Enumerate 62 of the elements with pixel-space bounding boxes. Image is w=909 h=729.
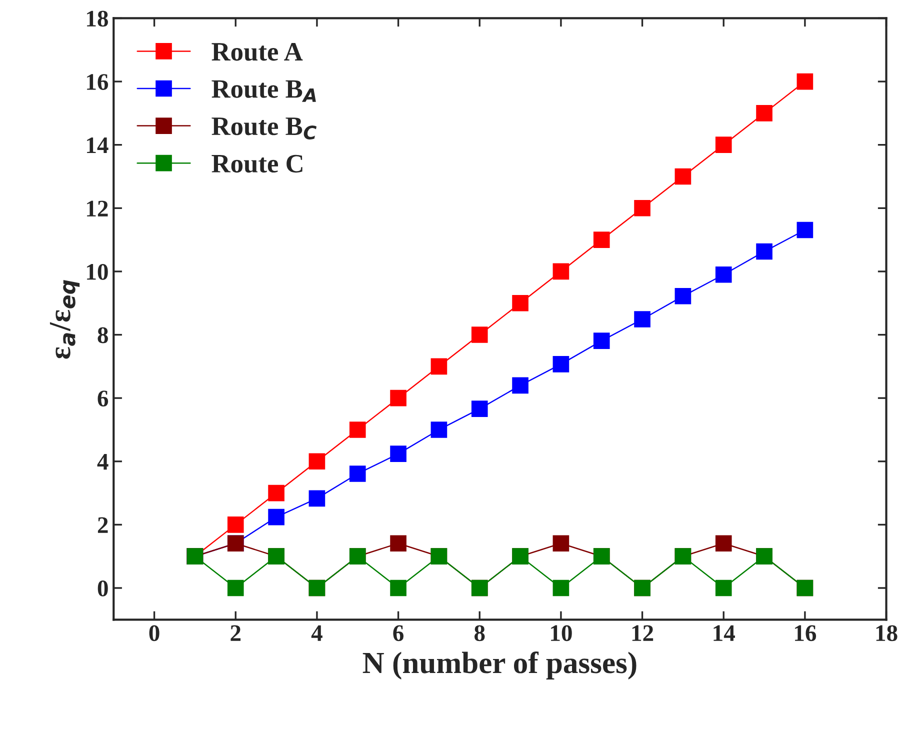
point [796, 222, 814, 238]
y-tick-label: 14 [87, 137, 108, 154]
point [390, 390, 406, 406]
y-tick-label: 12 [87, 200, 108, 216]
point [390, 580, 406, 596]
y-tick-label: 10 [87, 264, 108, 280]
x-tick-label: 14 [714, 625, 735, 641]
y-tick-label: 0 [98, 580, 108, 596]
point [715, 580, 732, 596]
point [634, 200, 650, 216]
point [471, 326, 488, 343]
point [552, 535, 570, 552]
point [227, 580, 244, 596]
point [715, 136, 732, 153]
point [634, 311, 650, 328]
point [756, 243, 772, 260]
point [715, 266, 732, 283]
y-tick-label: 2 [98, 517, 108, 533]
legend-label: Route C [212, 154, 302, 173]
point [430, 358, 448, 375]
x-tick-label: 16 [795, 625, 816, 642]
x-tick-label: 8 [474, 625, 485, 642]
point [268, 484, 284, 502]
y-tick-label: 8 [98, 327, 108, 344]
legend-label: Route B$_{A}$ [212, 80, 316, 102]
point [390, 446, 406, 462]
point [308, 453, 326, 470]
point [308, 490, 326, 507]
x-tick-label: 0 [149, 625, 160, 642]
point [674, 168, 692, 185]
point [796, 73, 814, 90]
point [430, 422, 448, 438]
point [512, 294, 528, 312]
point [674, 288, 692, 304]
y-tick-label: 16 [87, 74, 108, 90]
y-axis-title: ε$_{a}$/ε$_{eq}$ [50, 280, 80, 359]
point [552, 263, 570, 280]
point [512, 377, 528, 394]
point [552, 580, 570, 596]
x-tick-label: 2 [230, 625, 241, 641]
point [227, 516, 244, 533]
legend-label: Route A [212, 43, 303, 61]
point [268, 508, 284, 526]
point [471, 400, 488, 417]
x-tick-label: 6 [393, 625, 404, 642]
x-tick-label: 10 [551, 625, 572, 642]
y-tick-label: 4 [97, 454, 108, 470]
x-tick-label: 18 [876, 625, 898, 642]
point [552, 356, 570, 372]
point [349, 422, 366, 438]
point [715, 535, 732, 552]
legend-label: Route B$_{C}$ [212, 118, 317, 140]
point [349, 466, 366, 482]
y-tick-label: 6 [98, 390, 108, 406]
point [756, 105, 772, 122]
point [390, 535, 406, 552]
x-axis-title: N (number of passes) [362, 651, 636, 680]
y-tick-label: 18 [87, 10, 108, 27]
point [593, 232, 610, 248]
x-tick-label: 12 [632, 625, 654, 641]
point [593, 332, 610, 349]
x-tick-label: 4 [311, 625, 322, 641]
